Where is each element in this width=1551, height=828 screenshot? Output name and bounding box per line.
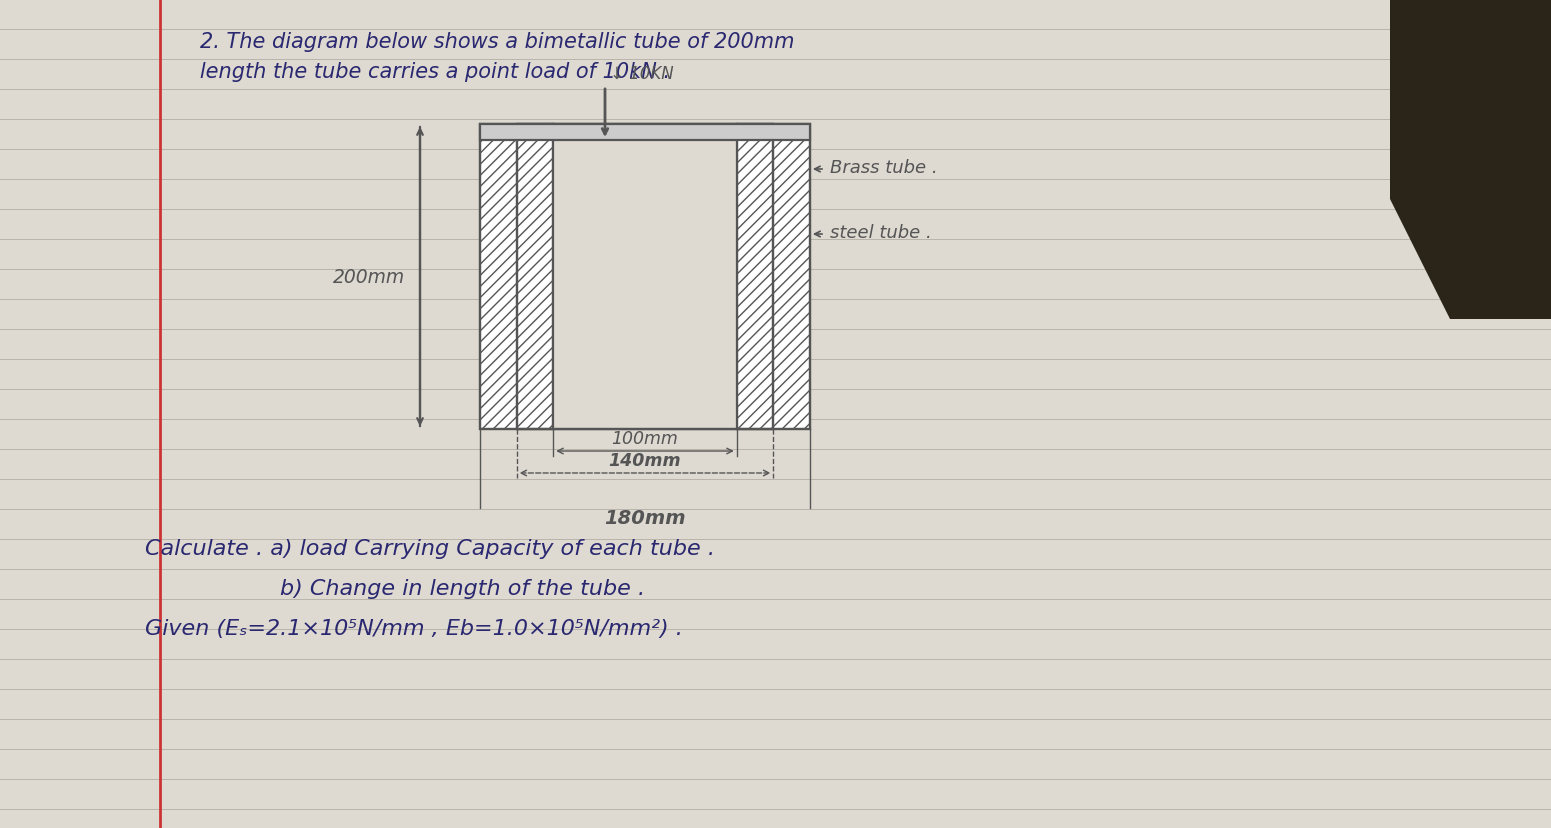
Bar — [479, 125, 554, 430]
Text: steel tube .: steel tube . — [830, 224, 932, 242]
Bar — [479, 125, 810, 141]
Text: 100mm: 100mm — [611, 430, 678, 447]
Text: Calculate . a) load Carrying Capacity of each tube .: Calculate . a) load Carrying Capacity of… — [144, 538, 715, 558]
Text: b) Change in length of the tube .: b) Change in length of the tube . — [281, 578, 645, 599]
Bar — [554, 125, 737, 430]
Text: 2. The diagram below shows a bimetallic tube of 200mm: 2. The diagram below shows a bimetallic … — [200, 32, 794, 52]
Bar — [516, 125, 774, 430]
Text: length the tube carries a point load of 10kN .: length the tube carries a point load of … — [180, 62, 670, 82]
Bar — [479, 125, 810, 430]
Text: ↓ 10KN: ↓ 10KN — [610, 65, 673, 83]
Text: Given (Eₛ=2.1×10⁵N/mm , Eb=1.0×10⁵N/mm²) .: Given (Eₛ=2.1×10⁵N/mm , Eb=1.0×10⁵N/mm²)… — [144, 619, 682, 638]
Text: 140mm: 140mm — [608, 451, 681, 469]
Bar — [516, 125, 554, 430]
Polygon shape — [1390, 0, 1551, 320]
Text: 200mm: 200mm — [333, 267, 405, 286]
Text: 180mm: 180mm — [605, 508, 686, 527]
Bar — [737, 125, 774, 430]
Bar — [737, 125, 810, 430]
Text: Brass tube .: Brass tube . — [830, 159, 938, 177]
